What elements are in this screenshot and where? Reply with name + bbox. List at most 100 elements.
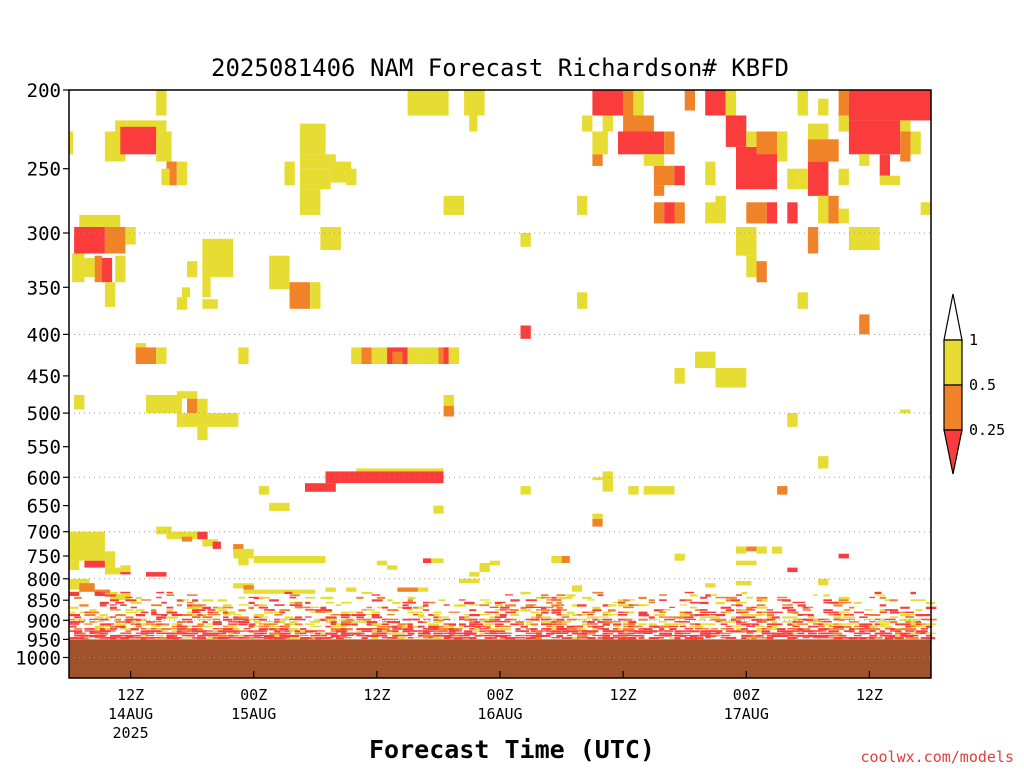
bl-cell-1068 <box>700 609 708 611</box>
bl-cell-1112 <box>725 621 736 623</box>
ri-cell-185 <box>571 585 583 592</box>
bl-cell-205 <box>187 621 193 623</box>
bl-cell-1185 <box>766 611 774 614</box>
bl-cell-210 <box>187 634 196 637</box>
bl-cell-306 <box>243 618 250 621</box>
bl-cell-540 <box>387 609 396 611</box>
bl-cell-1370 <box>874 621 886 623</box>
bl-cell-84 <box>120 594 128 597</box>
bl-cell-749 <box>510 623 519 626</box>
bl-cell-548 <box>392 601 401 604</box>
bl-cell-966 <box>633 625 643 627</box>
bl-cell-349 <box>269 609 276 611</box>
bl-cell-726 <box>500 601 506 604</box>
bl-cell-1191 <box>766 628 775 631</box>
bl-cell-924 <box>607 637 619 639</box>
bl-cell-213 <box>192 606 203 609</box>
bl-cell-1328 <box>843 630 852 632</box>
ri-cell-189 <box>243 585 254 590</box>
ri-cell-79 <box>797 168 808 190</box>
bl-cell-1025 <box>674 623 686 625</box>
bl-cell-1015 <box>664 634 671 637</box>
bl-cell-142 <box>151 625 161 627</box>
bl-cell-337 <box>258 630 268 632</box>
bl-cell-723 <box>494 630 505 633</box>
bl-cell-237 <box>202 625 213 627</box>
bl-cell-837 <box>561 596 572 600</box>
ri-cell-76 <box>807 123 829 140</box>
bl-cell-169 <box>166 616 177 619</box>
bl-cell-391 <box>289 630 300 633</box>
bl-cell-485 <box>351 623 358 626</box>
x-tick-date-3: 16AUG <box>477 705 522 723</box>
bl-cell-404 <box>299 630 309 633</box>
bl-cell-185 <box>176 621 187 623</box>
bl-cell-1298 <box>828 632 838 635</box>
bl-cell-802 <box>541 634 551 637</box>
bl-cell-486 <box>351 632 361 635</box>
bl-cell-250 <box>212 606 219 609</box>
bl-cell-420 <box>310 630 317 633</box>
x-tick-label-6: 12Z <box>856 686 883 704</box>
bl-cell-1094 <box>715 596 727 599</box>
bl-cell-1074 <box>700 628 710 630</box>
bl-cell-1413 <box>900 628 909 631</box>
bl-cell-467 <box>340 616 350 619</box>
bl-cell-569 <box>402 628 414 631</box>
bl-cell-1101 <box>720 611 727 614</box>
credit-text[interactable]: coolwx.com/models <box>860 748 1014 766</box>
bl-cell-363 <box>274 634 281 637</box>
bl-cell-694 <box>479 632 485 635</box>
bl-cell-1433 <box>910 632 920 635</box>
ri-cell-25 <box>269 255 290 290</box>
bl-cell-882 <box>587 611 596 614</box>
bl-cell-1432 <box>910 625 921 628</box>
bl-cell-301 <box>238 621 250 624</box>
bl-cell-92 <box>125 594 131 597</box>
bl-cell-176 <box>171 625 181 628</box>
bl-cell-766 <box>525 618 532 621</box>
ri-cell-149 <box>104 551 116 568</box>
bl-cell-1239 <box>792 637 799 639</box>
bl-cell-418 <box>310 621 320 623</box>
bl-cell-760 <box>520 625 528 628</box>
bl-cell-1308 <box>833 625 844 628</box>
bl-cell-1179 <box>761 621 768 623</box>
bl-cell-45 <box>94 632 105 635</box>
bl-cell-1347 <box>859 628 870 630</box>
bl-cell-40 <box>94 616 104 619</box>
ri-cell-190 <box>397 587 418 592</box>
bl-cell-838 <box>561 609 567 611</box>
bl-cell-168 <box>166 611 178 614</box>
bl-cell-767 <box>525 621 533 623</box>
ri-cell-5 <box>156 131 172 162</box>
bl-cell-722 <box>494 625 504 627</box>
bl-cell-1261 <box>807 621 818 623</box>
bl-cell-528 <box>376 632 387 635</box>
ri-cell-49 <box>592 154 603 166</box>
bl-cell-793 <box>541 606 547 610</box>
bl-cell-728 <box>500 609 507 611</box>
bl-cell-347 <box>264 637 273 639</box>
bl-cell-149 <box>156 616 167 619</box>
bl-cell-69 <box>110 616 116 618</box>
bl-cell-965 <box>633 604 641 606</box>
bl-cell-371 <box>279 630 289 632</box>
bl-cell-269 <box>222 606 234 609</box>
ri-cell-187 <box>243 589 316 594</box>
bl-cell-975 <box>638 623 647 626</box>
bl-cell-207 <box>187 628 198 631</box>
bl-cell-1309 <box>833 628 845 630</box>
bl-cell-774 <box>530 606 542 608</box>
bl-cell-42 <box>94 625 105 628</box>
bl-cell-97 <box>125 616 134 619</box>
bl-cell-1035 <box>679 621 690 623</box>
bl-cell-411 <box>305 609 316 611</box>
bl-cell-1242 <box>797 614 804 616</box>
bl-cell-315 <box>248 630 254 633</box>
bl-cell-1436 <box>915 599 926 601</box>
bl-cell-1438 <box>915 614 922 617</box>
bl-cell-1086 <box>710 594 718 596</box>
bl-cell-1062 <box>695 625 704 628</box>
bl-cell-777 <box>530 618 540 621</box>
